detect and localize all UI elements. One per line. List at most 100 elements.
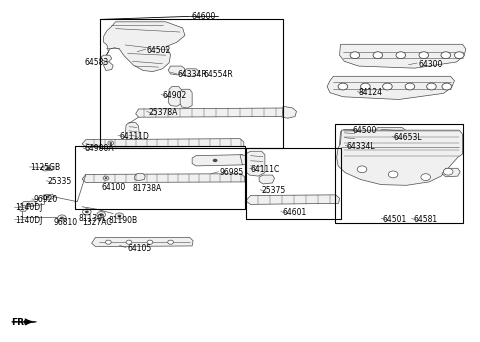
Text: 64653L: 64653L: [393, 133, 422, 142]
Circle shape: [147, 240, 153, 244]
Polygon shape: [125, 123, 140, 140]
Circle shape: [103, 176, 109, 180]
Circle shape: [388, 171, 398, 178]
Circle shape: [441, 52, 451, 58]
Text: 1140DJ: 1140DJ: [15, 216, 42, 225]
Text: 25335: 25335: [48, 177, 72, 186]
Text: 1140DJ: 1140DJ: [15, 203, 42, 212]
Polygon shape: [19, 206, 27, 211]
Circle shape: [338, 83, 348, 90]
Text: 84124: 84124: [359, 88, 383, 97]
Circle shape: [83, 209, 91, 215]
Polygon shape: [104, 22, 185, 71]
Circle shape: [106, 240, 111, 244]
Circle shape: [126, 240, 132, 244]
Circle shape: [444, 168, 453, 175]
Text: 64502: 64502: [147, 45, 171, 55]
Polygon shape: [442, 168, 460, 177]
Polygon shape: [41, 166, 53, 171]
Circle shape: [58, 215, 66, 221]
Circle shape: [99, 213, 103, 216]
Polygon shape: [192, 155, 245, 166]
Polygon shape: [246, 195, 339, 205]
Circle shape: [350, 52, 360, 58]
Polygon shape: [135, 174, 145, 181]
Bar: [246, 148, 341, 219]
Polygon shape: [168, 87, 181, 106]
Polygon shape: [101, 55, 112, 62]
Polygon shape: [246, 151, 265, 176]
Polygon shape: [168, 66, 185, 75]
Circle shape: [360, 83, 370, 90]
Text: 64105: 64105: [128, 244, 152, 253]
Polygon shape: [180, 89, 192, 108]
Text: 64501: 64501: [383, 215, 407, 224]
Circle shape: [109, 142, 112, 144]
Polygon shape: [41, 194, 54, 200]
Text: 64581: 64581: [413, 215, 437, 224]
Circle shape: [442, 83, 452, 90]
Circle shape: [421, 174, 431, 181]
Polygon shape: [327, 76, 455, 100]
Text: 64111D: 64111D: [120, 132, 149, 141]
Text: 64111C: 64111C: [251, 165, 280, 174]
Circle shape: [115, 213, 124, 219]
Circle shape: [60, 216, 64, 219]
Bar: [100, 19, 283, 148]
Circle shape: [383, 83, 392, 90]
Polygon shape: [21, 201, 36, 207]
Text: 64500: 64500: [352, 126, 377, 135]
Polygon shape: [339, 129, 357, 149]
Polygon shape: [336, 130, 463, 185]
Polygon shape: [24, 320, 36, 324]
Polygon shape: [183, 69, 199, 76]
Bar: [75, 146, 245, 209]
Circle shape: [85, 211, 89, 213]
Text: 64554R: 64554R: [204, 70, 233, 79]
Polygon shape: [282, 106, 297, 118]
Circle shape: [26, 203, 30, 206]
Bar: [335, 124, 463, 223]
Polygon shape: [373, 128, 407, 139]
Circle shape: [118, 214, 121, 217]
Text: 64600: 64600: [192, 12, 216, 21]
Polygon shape: [339, 44, 466, 68]
Polygon shape: [82, 174, 245, 183]
Circle shape: [97, 212, 106, 218]
Text: 64334L: 64334L: [346, 142, 375, 151]
Text: FR.: FR.: [11, 318, 28, 327]
Circle shape: [108, 141, 114, 145]
Circle shape: [168, 240, 173, 244]
Circle shape: [46, 167, 51, 170]
Text: 81130L: 81130L: [78, 213, 107, 223]
Text: 96810: 96810: [53, 218, 77, 227]
Text: 64900A: 64900A: [84, 144, 114, 153]
Polygon shape: [259, 175, 275, 184]
Polygon shape: [136, 108, 286, 117]
Circle shape: [427, 83, 436, 90]
Circle shape: [405, 83, 415, 90]
Text: 25378A: 25378A: [148, 108, 178, 117]
Text: 64300: 64300: [418, 60, 443, 68]
Text: 64902: 64902: [162, 91, 187, 100]
Polygon shape: [82, 139, 244, 147]
Circle shape: [46, 196, 49, 198]
Circle shape: [213, 159, 217, 162]
Text: 96985: 96985: [220, 168, 244, 177]
Polygon shape: [240, 155, 250, 165]
Polygon shape: [92, 237, 193, 247]
Circle shape: [396, 52, 406, 58]
Text: 25375: 25375: [262, 186, 286, 195]
Circle shape: [105, 177, 108, 179]
Circle shape: [419, 52, 429, 58]
Text: 81738A: 81738A: [132, 184, 162, 193]
Text: 1125GB: 1125GB: [30, 163, 60, 172]
Text: 64583: 64583: [84, 57, 108, 66]
Text: 64334R: 64334R: [178, 70, 207, 79]
Text: 64100: 64100: [101, 183, 125, 192]
Text: 81190B: 81190B: [108, 216, 137, 225]
Text: 96920: 96920: [33, 195, 58, 205]
Circle shape: [373, 52, 383, 58]
Circle shape: [357, 166, 367, 173]
Text: 64601: 64601: [282, 208, 306, 217]
